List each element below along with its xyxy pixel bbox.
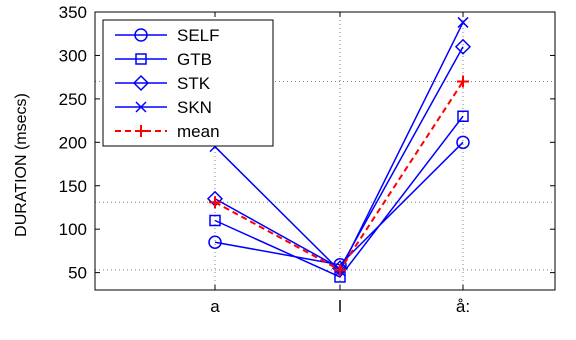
marker-self-2 — [456, 135, 470, 150]
y-tick-label-50: 50 — [68, 264, 87, 283]
series-layer — [206, 16, 472, 283]
y-tick-label-100: 100 — [59, 220, 87, 239]
marker-gtb-2 — [457, 110, 469, 122]
legend-marker-skn — [135, 101, 147, 113]
legend-label-mean: mean — [177, 122, 220, 141]
marker-mean-1 — [334, 264, 346, 277]
y-tick-label-200: 200 — [59, 133, 87, 152]
axes-layer: 50 100 150 200 250 300 350 a l å: — [59, 3, 556, 316]
y-tick-label-300: 300 — [59, 46, 87, 65]
x-tick-label-0: a — [210, 297, 220, 316]
marker-stk-2 — [454, 38, 472, 55]
legend-marker-stk — [132, 74, 150, 92]
marker-mean-2 — [457, 75, 469, 88]
y-axis-label: DURATION (msecs) — [13, 93, 30, 237]
marker-gtb-0 — [209, 214, 221, 227]
legend: SELF GTB STK SKN mean — [102, 19, 274, 147]
y-tick-label-150: 150 — [59, 177, 87, 196]
x-tick-label-1: l — [338, 297, 342, 316]
x-tick-label-2: å: — [456, 297, 470, 316]
legend-marker-mean — [135, 125, 147, 137]
legend-marker-gtb — [135, 53, 147, 65]
marker-skn-2 — [457, 16, 469, 28]
legend-label-stk: STK — [177, 74, 211, 93]
y-tick-label-350: 350 — [59, 3, 87, 22]
legend-label-skn: SKN — [177, 98, 212, 117]
legend-marker-self — [134, 28, 148, 42]
plot-frame — [94, 11, 556, 291]
legend-label-self: SELF — [177, 26, 220, 45]
series-line-gtb — [214, 115, 464, 278]
marker-self-0 — [208, 235, 222, 249]
y-tick-label-250: 250 — [59, 90, 87, 109]
legend-label-gtb: GTB — [177, 50, 212, 69]
series-line-self — [214, 141, 464, 266]
marker-mean-0 — [209, 196, 221, 209]
